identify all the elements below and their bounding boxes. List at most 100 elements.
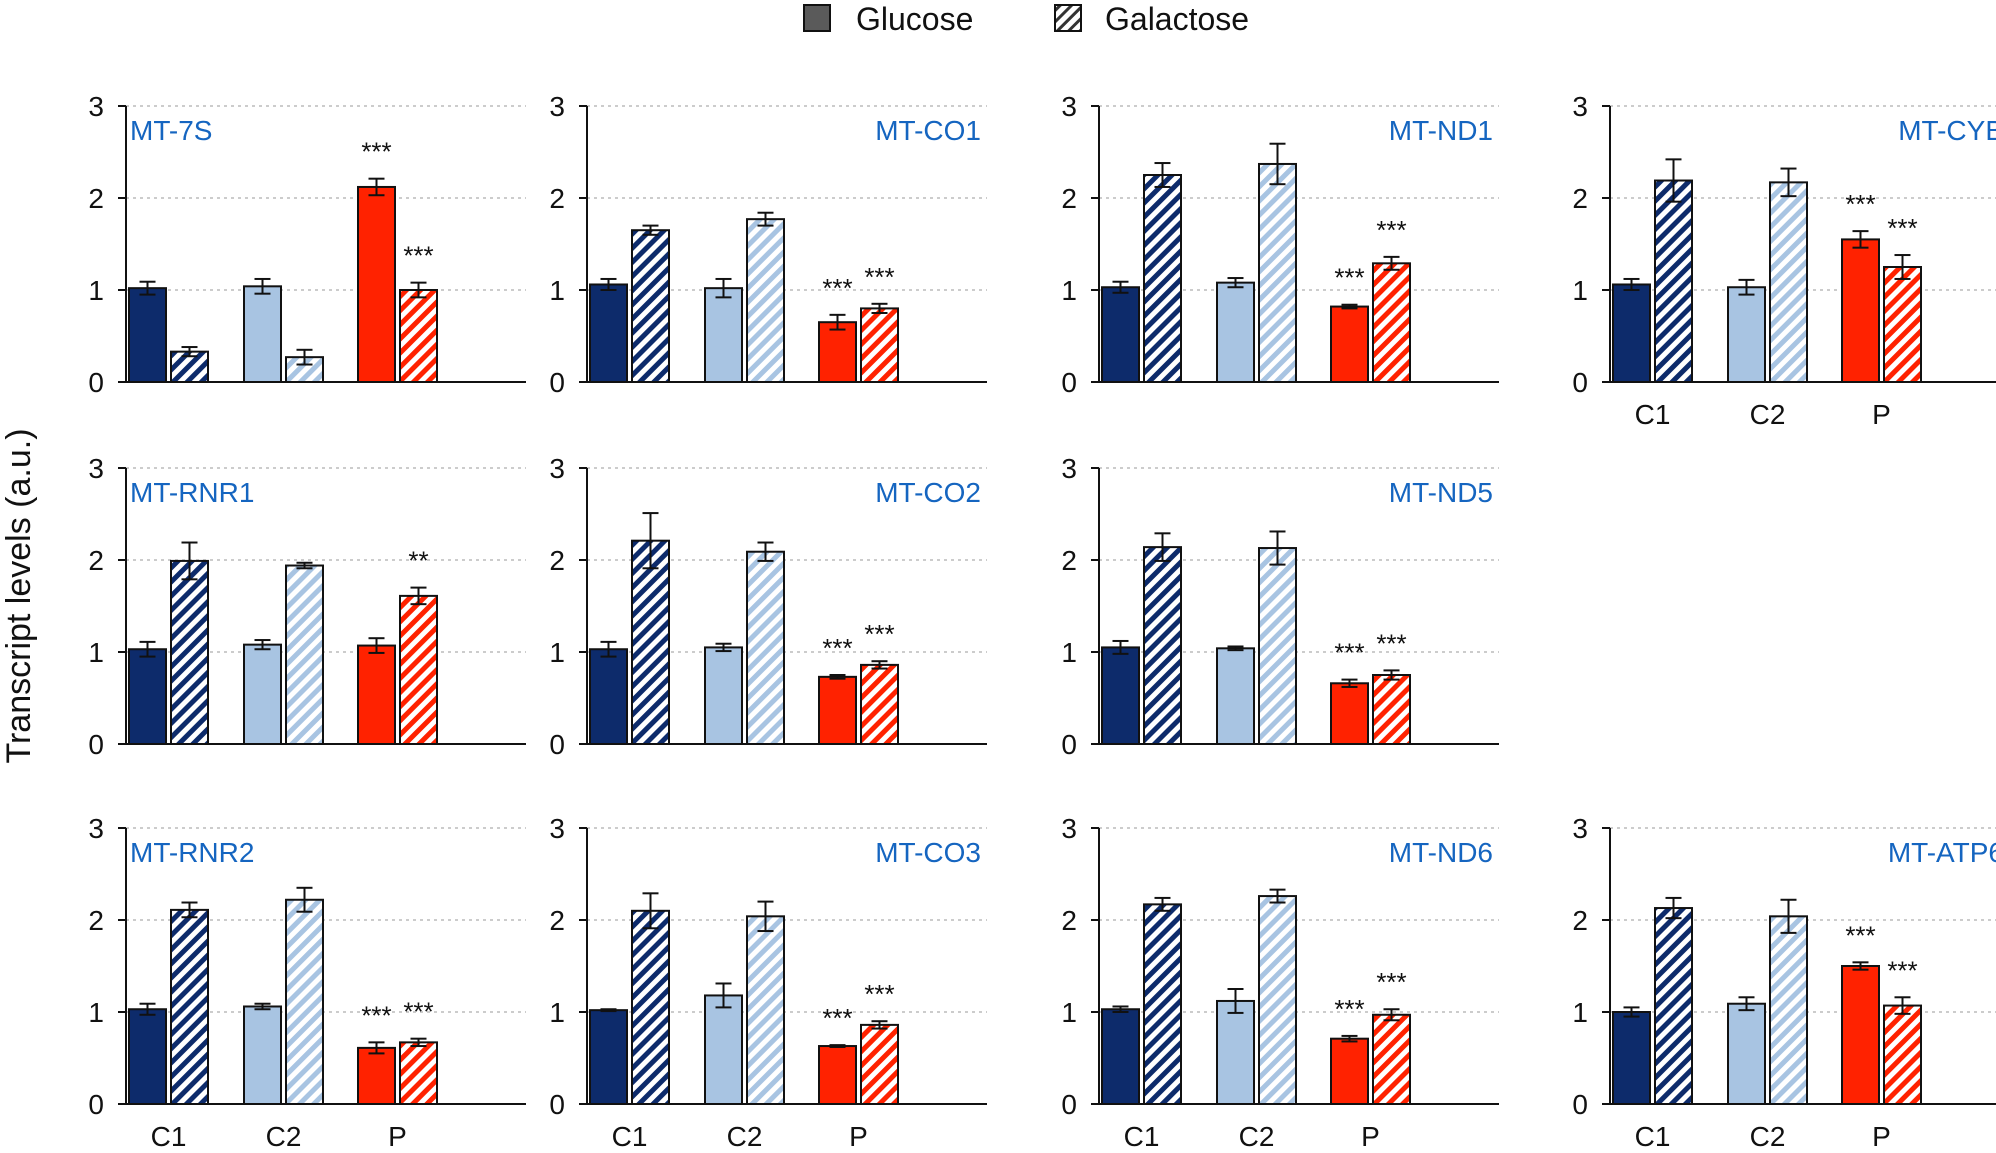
bar-c1-glucose — [128, 648, 167, 745]
y-tick-label: 1 — [1572, 275, 1588, 306]
bar-c1-galactose — [1143, 546, 1182, 745]
y-tick-label: 0 — [549, 367, 565, 398]
bar-c2-glucose — [243, 1005, 282, 1105]
bar-c2-galactose — [746, 218, 785, 383]
bar-c2-glucose — [1216, 281, 1255, 384]
bar-c2-glucose — [1727, 1002, 1766, 1105]
y-tick-label: 3 — [88, 813, 104, 844]
significance-label: *** — [361, 137, 391, 167]
y-tick-label: 2 — [549, 905, 565, 936]
significance-label: *** — [1887, 955, 1917, 985]
bar-c1-galactose — [1654, 179, 1693, 383]
bar-c2-glucose — [1216, 647, 1255, 746]
bar-c1-glucose — [589, 1009, 628, 1105]
bar-c2-glucose — [704, 287, 743, 383]
y-tick-label: 1 — [549, 637, 565, 668]
bar-p-galactose — [399, 594, 438, 745]
bar-c2-galactose — [1769, 181, 1808, 383]
bar-p-glucose — [818, 1045, 857, 1106]
significance-label: *** — [1887, 213, 1917, 243]
panel-title: MT-CO1 — [875, 115, 981, 146]
x-tick-label: C1 — [1124, 1121, 1160, 1152]
y-tick-label: 0 — [549, 729, 565, 760]
y-tick-label: 1 — [88, 275, 104, 306]
y-tick-label: 2 — [88, 545, 104, 576]
y-tick-label: 0 — [1061, 729, 1077, 760]
y-tick-label: 0 — [88, 1089, 104, 1120]
significance-label: *** — [1376, 967, 1406, 997]
significance-label: *** — [864, 262, 894, 292]
significance-label: *** — [1376, 215, 1406, 245]
panel-title: MT-RNR1 — [130, 477, 254, 508]
bar-p-galactose — [399, 1041, 438, 1105]
bar-p-glucose — [357, 1046, 396, 1106]
legend-galactose-swatch — [1054, 4, 1082, 32]
y-tick-label: 1 — [1061, 637, 1077, 668]
bar-p-glucose — [1330, 1037, 1369, 1106]
y-tick-label: 1 — [1572, 997, 1588, 1028]
y-tick-label: 2 — [1572, 183, 1588, 214]
bar-c2-glucose — [243, 285, 282, 384]
bar-c2-galactose — [1258, 162, 1297, 383]
bar-p-glucose — [818, 675, 857, 746]
y-tick-label: 3 — [549, 91, 565, 122]
y-tick-label: 2 — [549, 545, 565, 576]
y-tick-label: 3 — [88, 453, 104, 484]
x-tick-label: C2 — [727, 1121, 763, 1152]
panel-mt-atp6: 0 1 2 3 MT-ATP6 C1 C2 *** *** P — [1572, 813, 1996, 1152]
panel-mt-7s: 0 1 2 3 MT-7S *** *** — [88, 91, 526, 398]
panel-title: MT-ATP6 — [1888, 837, 1996, 868]
significance-label: *** — [864, 619, 894, 649]
panel-mt-rnr1: 0 1 2 3 MT-RNR1 ** — [88, 453, 526, 760]
y-tick-label: 1 — [1061, 275, 1077, 306]
panel-title: MT-ND5 — [1389, 477, 1493, 508]
bar-c1-galactose — [631, 229, 670, 383]
y-tick-label: 2 — [549, 183, 565, 214]
significance-label: ** — [408, 546, 428, 576]
panel-mt-cyb: 0 1 2 3 MT-CYB C1 C2 *** *** P — [1572, 91, 1996, 430]
bar-c1-glucose — [589, 283, 628, 384]
y-tick-label: 3 — [1572, 91, 1588, 122]
bar-c1-galactose — [170, 908, 209, 1105]
bar-c1-glucose — [128, 287, 167, 383]
y-tick-label: 2 — [1061, 905, 1077, 936]
bar-p-glucose — [1841, 238, 1880, 383]
y-tick-label: 3 — [1061, 813, 1077, 844]
y-tick-label: 0 — [1061, 367, 1077, 398]
panel-mt-nd5: 0 1 2 3 MT-ND5 *** *** — [1061, 453, 1499, 760]
bar-c1-galactose — [1143, 174, 1182, 383]
x-tick-label: C2 — [266, 1121, 302, 1152]
bar-c2-galactose — [1258, 895, 1297, 1106]
bar-p-galactose — [860, 1023, 899, 1106]
bar-p-glucose — [357, 644, 396, 745]
y-tick-label: 2 — [88, 183, 104, 214]
bar-p-glucose — [818, 321, 857, 384]
legend: Glucose Galactose — [803, 1, 1249, 37]
bar-c1-galactose — [631, 909, 670, 1105]
bar-p-glucose — [1330, 682, 1369, 746]
legend-glucose-label: Glucose — [856, 1, 973, 37]
panel-title: MT-CYB — [1898, 115, 1996, 146]
x-tick-label: P — [388, 1121, 407, 1152]
panel-mt-co2: 0 1 2 3 MT-CO2 *** *** — [549, 453, 987, 760]
significance-label: *** — [403, 241, 433, 271]
y-tick-label: 2 — [1061, 183, 1077, 214]
y-tick-label: 1 — [1061, 997, 1077, 1028]
x-tick-label: C2 — [1239, 1121, 1275, 1152]
y-tick-label: 0 — [1572, 1089, 1588, 1120]
bar-c1-glucose — [1101, 646, 1140, 746]
y-tick-label: 0 — [549, 1089, 565, 1120]
y-tick-label: 0 — [88, 729, 104, 760]
y-tick-label: 1 — [88, 997, 104, 1028]
panel-title: MT-ND6 — [1389, 837, 1493, 868]
x-tick-label: P — [1872, 1121, 1891, 1152]
bar-c1-glucose — [1101, 1008, 1140, 1105]
y-tick-label: 2 — [88, 905, 104, 936]
bar-c2-glucose — [704, 646, 743, 746]
significance-label: *** — [1334, 994, 1364, 1024]
significance-label: *** — [822, 1003, 852, 1033]
y-tick-label: 3 — [88, 91, 104, 122]
panel-mt-nd1: 0 1 2 3 MT-ND1 *** *** — [1061, 91, 1499, 398]
panel-title: MT-RNR2 — [130, 837, 254, 868]
